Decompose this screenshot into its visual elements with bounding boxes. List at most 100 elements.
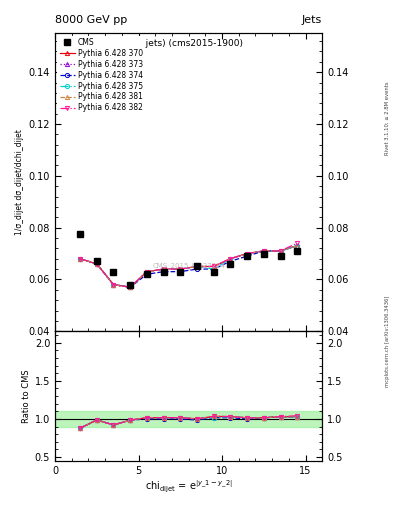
Pythia 6.428 373 bbox=[295, 243, 299, 249]
Pythia 6.428 375 bbox=[128, 284, 132, 290]
Legend: CMS, Pythia 6.428 370, Pythia 6.428 373, Pythia 6.428 374, Pythia 6.428 375, Pyt: CMS, Pythia 6.428 370, Pythia 6.428 373,… bbox=[57, 35, 145, 115]
Pythia 6.428 374 bbox=[94, 261, 99, 267]
Pythia 6.428 373 bbox=[195, 263, 199, 269]
Pythia 6.428 373 bbox=[78, 255, 83, 262]
Pythia 6.428 382 bbox=[178, 266, 183, 272]
Pythia 6.428 381 bbox=[78, 255, 83, 262]
Pythia 6.428 370 bbox=[278, 248, 283, 254]
Pythia 6.428 374 bbox=[245, 253, 250, 259]
Line: Pythia 6.428 370: Pythia 6.428 370 bbox=[78, 244, 299, 289]
Pythia 6.428 382 bbox=[245, 250, 250, 257]
Pythia 6.428 374 bbox=[211, 266, 216, 272]
Pythia 6.428 370 bbox=[228, 255, 233, 262]
CMS bbox=[94, 258, 99, 264]
Pythia 6.428 375 bbox=[295, 243, 299, 249]
Pythia 6.428 382 bbox=[161, 266, 166, 272]
Pythia 6.428 382 bbox=[211, 263, 216, 269]
Pythia 6.428 381 bbox=[261, 248, 266, 254]
Line: CMS: CMS bbox=[77, 231, 300, 287]
Pythia 6.428 382 bbox=[111, 282, 116, 288]
Pythia 6.428 374 bbox=[111, 282, 116, 288]
Pythia 6.428 374 bbox=[161, 269, 166, 275]
Pythia 6.428 370 bbox=[195, 263, 199, 269]
CMS bbox=[295, 248, 299, 254]
Pythia 6.428 373 bbox=[161, 266, 166, 272]
Pythia 6.428 381 bbox=[245, 250, 250, 257]
Pythia 6.428 375 bbox=[195, 263, 199, 269]
Pythia 6.428 370 bbox=[145, 269, 149, 275]
Pythia 6.428 373 bbox=[178, 266, 183, 272]
Pythia 6.428 381 bbox=[161, 266, 166, 272]
Pythia 6.428 375 bbox=[278, 248, 283, 254]
CMS bbox=[195, 263, 199, 269]
Pythia 6.428 370 bbox=[178, 266, 183, 272]
Pythia 6.428 381 bbox=[228, 255, 233, 262]
Pythia 6.428 374 bbox=[228, 258, 233, 264]
Text: 8000 GeV pp: 8000 GeV pp bbox=[55, 14, 127, 25]
Pythia 6.428 381 bbox=[145, 269, 149, 275]
Pythia 6.428 381 bbox=[178, 266, 183, 272]
Pythia 6.428 375 bbox=[111, 282, 116, 288]
CMS bbox=[245, 253, 250, 259]
Pythia 6.428 375 bbox=[245, 250, 250, 257]
Pythia 6.428 374 bbox=[278, 248, 283, 254]
Pythia 6.428 382 bbox=[195, 263, 199, 269]
Pythia 6.428 375 bbox=[94, 261, 99, 267]
Pythia 6.428 374 bbox=[128, 284, 132, 290]
CMS bbox=[211, 269, 216, 275]
Pythia 6.428 382 bbox=[78, 255, 83, 262]
Pythia 6.428 370 bbox=[128, 284, 132, 290]
Pythia 6.428 370 bbox=[111, 282, 116, 288]
Pythia 6.428 374 bbox=[78, 255, 83, 262]
Pythia 6.428 375 bbox=[211, 266, 216, 272]
Pythia 6.428 370 bbox=[78, 255, 83, 262]
Pythia 6.428 381 bbox=[111, 282, 116, 288]
Pythia 6.428 382 bbox=[145, 269, 149, 275]
Pythia 6.428 373 bbox=[228, 255, 233, 262]
Text: Jets: Jets bbox=[302, 14, 322, 25]
Pythia 6.428 381 bbox=[94, 261, 99, 267]
Pythia 6.428 374 bbox=[178, 269, 183, 275]
Pythia 6.428 370 bbox=[295, 243, 299, 249]
CMS bbox=[278, 253, 283, 259]
Pythia 6.428 381 bbox=[278, 248, 283, 254]
Bar bbox=[55, 411, 322, 426]
Pythia 6.428 375 bbox=[161, 266, 166, 272]
Pythia 6.428 373 bbox=[111, 282, 116, 288]
Pythia 6.428 382 bbox=[94, 261, 99, 267]
CMS bbox=[145, 271, 149, 278]
Pythia 6.428 374 bbox=[295, 243, 299, 249]
CMS bbox=[128, 282, 132, 288]
Pythia 6.428 381 bbox=[128, 284, 132, 290]
Pythia 6.428 370 bbox=[261, 248, 266, 254]
Pythia 6.428 373 bbox=[94, 261, 99, 267]
Pythia 6.428 374 bbox=[261, 248, 266, 254]
Pythia 6.428 381 bbox=[295, 243, 299, 249]
CMS bbox=[78, 231, 83, 237]
CMS bbox=[228, 261, 233, 267]
Pythia 6.428 381 bbox=[195, 263, 199, 269]
CMS bbox=[261, 250, 266, 257]
Pythia 6.428 370 bbox=[211, 263, 216, 269]
Pythia 6.428 382 bbox=[128, 284, 132, 290]
Text: χ (jets) (cms2015-1900): χ (jets) (cms2015-1900) bbox=[134, 39, 243, 48]
Text: Rivet 3.1.10; ≥ 2.8M events: Rivet 3.1.10; ≥ 2.8M events bbox=[385, 82, 389, 155]
Line: Pythia 6.428 375: Pythia 6.428 375 bbox=[78, 244, 299, 289]
Pythia 6.428 381 bbox=[211, 263, 216, 269]
Pythia 6.428 373 bbox=[278, 248, 283, 254]
X-axis label: chi$_{\mathregular{dijet}}$ = e$^{|y\_1 - y\_2|}$: chi$_{\mathregular{dijet}}$ = e$^{|y\_1 … bbox=[145, 478, 233, 495]
Y-axis label: Ratio to CMS: Ratio to CMS bbox=[22, 369, 31, 423]
CMS bbox=[111, 269, 116, 275]
Pythia 6.428 382 bbox=[228, 255, 233, 262]
Pythia 6.428 373 bbox=[211, 263, 216, 269]
Line: Pythia 6.428 374: Pythia 6.428 374 bbox=[78, 244, 299, 289]
Pythia 6.428 382 bbox=[295, 240, 299, 246]
Pythia 6.428 382 bbox=[278, 248, 283, 254]
Pythia 6.428 375 bbox=[145, 269, 149, 275]
Pythia 6.428 375 bbox=[261, 248, 266, 254]
Pythia 6.428 382 bbox=[261, 248, 266, 254]
CMS bbox=[178, 269, 183, 275]
Text: mcplots.cern.ch [arXiv:1306.3436]: mcplots.cern.ch [arXiv:1306.3436] bbox=[385, 295, 389, 387]
Line: Pythia 6.428 382: Pythia 6.428 382 bbox=[78, 241, 299, 289]
Pythia 6.428 370 bbox=[161, 266, 166, 272]
